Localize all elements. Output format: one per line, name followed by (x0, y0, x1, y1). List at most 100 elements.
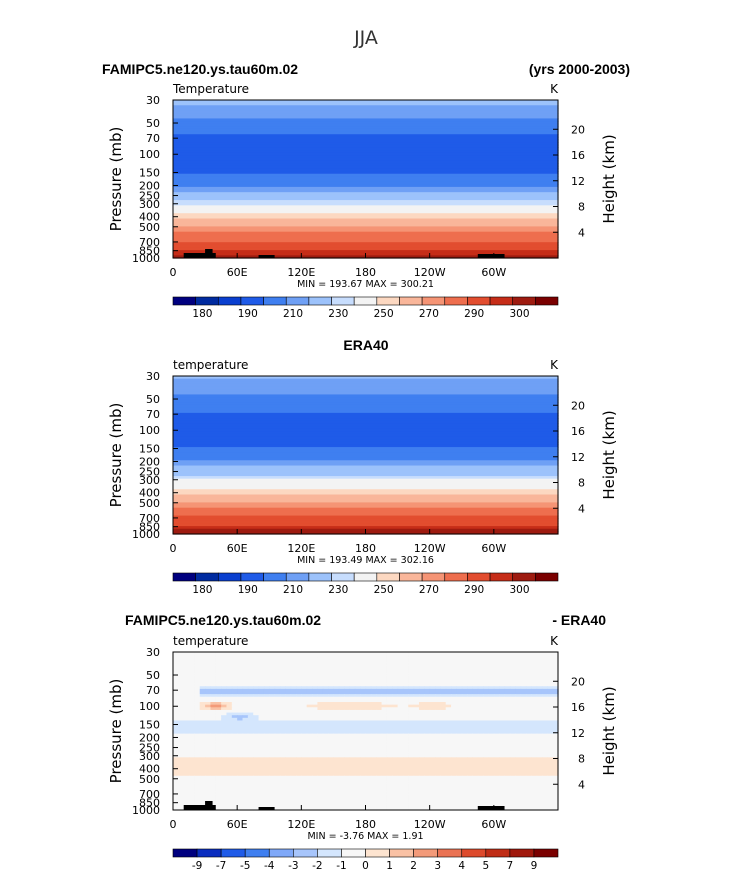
y-axis-title: Pressure (mb) (107, 679, 125, 784)
pressure-tick-label: 100 (139, 148, 160, 161)
colorbar-label: 230 (328, 308, 348, 320)
colorbar-label: 5 (482, 860, 489, 872)
panel-diff: temperature K3050701001502002503004005007… (107, 634, 618, 872)
colorbar-box (317, 848, 342, 858)
colorbar-box (172, 572, 196, 582)
colorbar-label: -7 (216, 860, 226, 872)
diff-left-title: FAMIPC5.ne120.ys.tau60m.02 (125, 612, 321, 628)
pressure-tick-label: 700 (139, 512, 160, 525)
height-tick-label: 20 (571, 675, 585, 688)
y-axis-title: Pressure (mb) (107, 403, 125, 508)
pressure-tick-label: 700 (139, 236, 160, 249)
panel-model: Temperature K3050701001502002503004005007… (107, 82, 618, 320)
lon-tick-label: 60W (481, 266, 506, 279)
pressure-tick-label: 700 (139, 788, 160, 801)
colorbar: -9 -7 -5 -4 -3 -2 -1 0 1 2 3 4 5 7 9 (172, 848, 559, 872)
colorbar-box (389, 848, 414, 858)
colorbar-box (331, 296, 355, 306)
colorbar-box (172, 296, 196, 306)
pressure-tick-label: 200 (139, 179, 160, 192)
case-title: FAMIPC5.ne120.ys.tau60m.02 (102, 61, 298, 77)
colorbar-box (195, 296, 219, 306)
height-tick-label: 8 (578, 753, 585, 766)
diff-right-title: - ERA40 (552, 612, 606, 628)
colorbar-box (308, 572, 332, 582)
height-tick-label: 4 (578, 226, 585, 239)
colorbar-box (421, 296, 446, 306)
colorbar-box (285, 296, 310, 306)
pressure-tick-label: 50 (146, 117, 160, 130)
colorbar-label: 2 (410, 860, 417, 872)
colorbar-label: 190 (238, 308, 258, 320)
colorbar-box (293, 848, 318, 858)
colorbar-label: 270 (419, 584, 439, 596)
unit-label: K (550, 358, 559, 372)
colorbar-box (196, 848, 222, 858)
colorbar-label: 7 (507, 860, 514, 872)
pressure-tick-label: 1000 (132, 252, 160, 265)
colorbar-label: 3 (434, 860, 441, 872)
colorbar-box (353, 572, 378, 582)
pressure-tick-label: 70 (146, 408, 160, 421)
years-title: (yrs 2000-2003) (529, 61, 630, 77)
colorbar-label: 1 (386, 860, 393, 872)
colorbar-box (535, 572, 559, 582)
colorbar-label: -9 (192, 860, 202, 872)
lon-tick-label: 180 (355, 542, 376, 555)
colorbar-box (195, 572, 219, 582)
height-tick-label: 8 (578, 201, 585, 214)
colorbar-box (365, 848, 390, 858)
height-tick-label: 16 (571, 701, 585, 714)
obs-title: ERA40 (343, 337, 388, 353)
height-tick-label: 16 (571, 149, 585, 162)
pressure-tick-label: 150 (139, 719, 160, 732)
colorbar-box (244, 848, 270, 858)
lon-tick-label: 0 (170, 542, 177, 555)
y-axis-right-title: Height (km) (600, 686, 618, 775)
colorbar-box (308, 296, 332, 306)
pressure-tick-label: 300 (139, 474, 160, 487)
lon-tick-label: 60W (481, 542, 506, 555)
pressure-tick-label: 400 (139, 487, 160, 500)
colorbar-box (421, 572, 446, 582)
height-tick-label: 8 (578, 477, 585, 490)
pressure-tick-label: 100 (139, 700, 160, 713)
pressure-tick-label: 200 (139, 455, 160, 468)
height-tick-label: 4 (578, 502, 585, 515)
min-max-label: MIN = 193.67 MAX = 300.21 (297, 279, 434, 290)
colorbar-box (444, 572, 468, 582)
lon-tick-label: 60E (227, 818, 248, 831)
colorbar-box (240, 296, 264, 306)
pressure-tick-label: 500 (139, 497, 160, 510)
colorbar-label: 210 (283, 584, 303, 596)
colorbar-label: 270 (419, 308, 439, 320)
colorbar-label: 180 (192, 584, 212, 596)
colorbar-box (172, 848, 198, 858)
colorbar-box (467, 572, 491, 582)
colorbar-label: 190 (238, 584, 258, 596)
colorbar-box (217, 296, 242, 306)
contour-field (173, 376, 559, 535)
lon-tick-label: 60E (227, 542, 248, 555)
pressure-tick-label: 100 (139, 424, 160, 437)
colorbar-box (341, 848, 366, 858)
height-tick-label: 20 (571, 123, 585, 136)
colorbar-label: -4 (264, 860, 275, 872)
lon-tick-label: 120W (414, 266, 446, 279)
pressure-tick-label: 150 (139, 167, 160, 180)
colorbar-box (268, 848, 294, 858)
colorbar-box (533, 848, 559, 858)
colorbar-label: 290 (464, 308, 484, 320)
colorbar-box (331, 572, 355, 582)
y-axis-right-title: Height (km) (600, 134, 618, 223)
y-axis-right-title: Height (km) (600, 410, 618, 499)
y-axis-title: Pressure (mb) (107, 127, 125, 232)
contour-field (173, 652, 559, 811)
colorbar-box (263, 572, 287, 582)
pressure-tick-label: 400 (139, 211, 160, 224)
colorbar-label: 230 (328, 584, 348, 596)
pressure-tick-label: 30 (146, 646, 160, 659)
height-tick-label: 12 (571, 175, 585, 188)
lon-tick-label: 120E (287, 818, 315, 831)
